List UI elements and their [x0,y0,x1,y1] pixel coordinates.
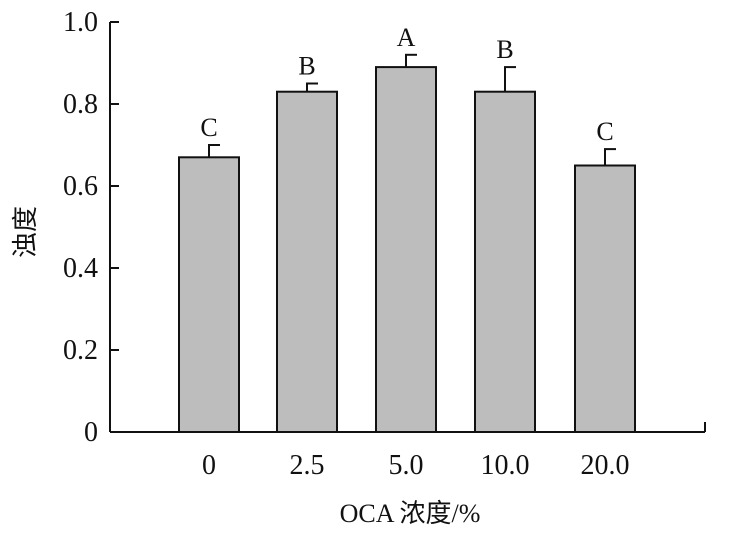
significance-letter: B [298,52,315,81]
bar-10.0 [474,90,536,433]
y-tick-label: 0.4 [63,253,98,284]
x-axis-title: OCA 浓度/% [340,499,481,528]
bars [178,53,636,434]
significance-letter: A [397,23,416,52]
y-tick-label: 0.8 [63,89,98,120]
significance-letter: C [596,117,613,146]
significance-letter: C [200,113,217,142]
y-tick-label: 0.2 [63,335,98,366]
bar-2.5 [276,90,338,433]
y-tick-label: 0 [84,417,98,448]
bar-20.0 [574,164,636,433]
bar-0 [178,156,240,434]
bar-5.0 [375,66,437,433]
y-tick-label: 0.6 [63,171,98,202]
significance-letter: B [496,35,513,64]
x-tick-label: 0 [202,450,216,481]
x-tick-label: 10.0 [481,450,530,481]
x-tick-label: 20.0 [581,450,630,481]
labels: 0 0.2 0.4 0.6 0.8 1.0 C 0 B 2.5 A 5.0 B 10.0 C 20.0 [63,7,630,481]
y-axis-title: 浊度 [11,206,40,258]
x-tick-label: 2.5 [290,450,325,481]
x-tick-label: 5.0 [389,450,424,481]
y-tick-label: 1.0 [63,7,98,38]
